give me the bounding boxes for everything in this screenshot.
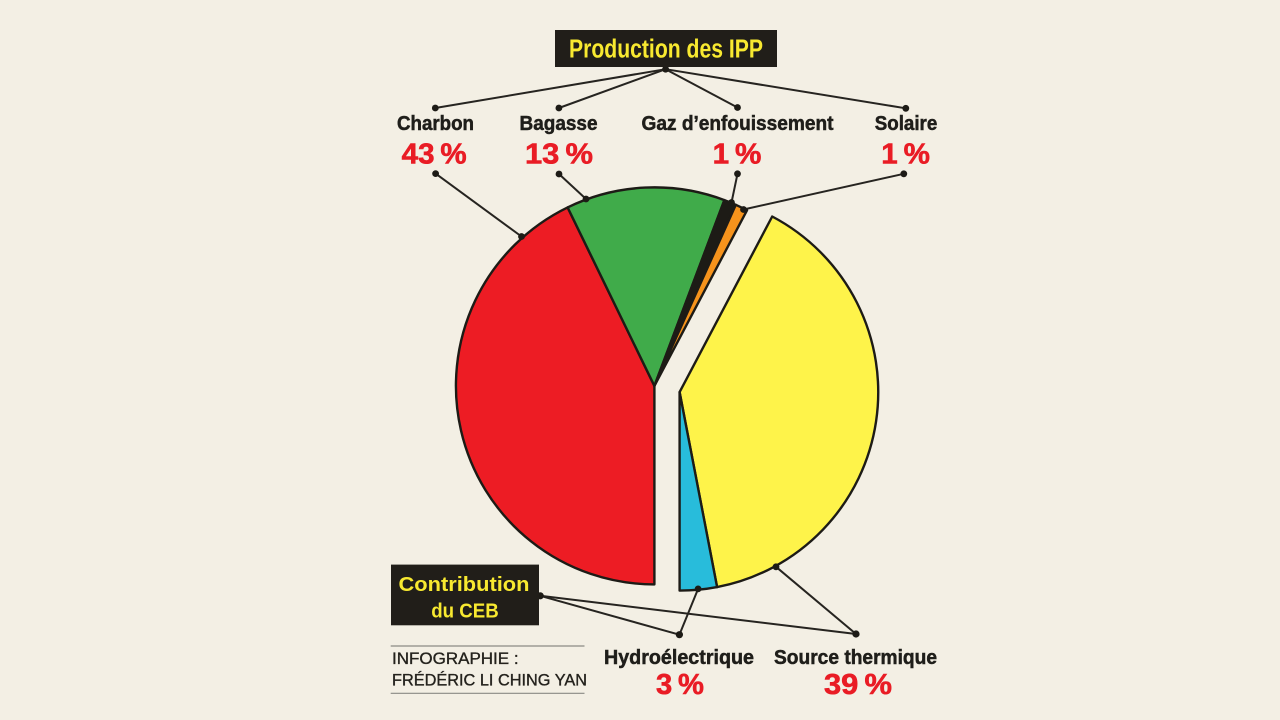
svg-text:FRÉDÉRIC LI CHING YAN: FRÉDÉRIC LI CHING YAN [392,671,587,690]
svg-text:43 %: 43 % [402,138,467,170]
svg-text:1 %: 1 % [713,138,762,170]
svg-text:3 %: 3 % [656,669,704,701]
svg-text:Contribution: Contribution [399,573,530,596]
svg-text:Solaire: Solaire [875,113,938,135]
svg-text:Bagasse: Bagasse [520,113,598,135]
svg-text:Gaz d’enfouissement: Gaz d’enfouissement [642,113,834,135]
svg-text:Charbon: Charbon [397,113,474,135]
svg-text:INFOGRAPHIE :: INFOGRAPHIE : [392,649,519,668]
svg-text:du CEB: du CEB [431,600,499,623]
svg-text:39 %: 39 % [824,669,892,701]
svg-text:1 %: 1 % [881,138,930,170]
svg-text:Source thermique: Source thermique [774,646,937,669]
svg-text:13 %: 13 % [525,138,593,170]
svg-text:Production des IPP: Production des IPP [569,36,763,64]
svg-text:Hydroélectrique: Hydroélectrique [604,646,754,669]
